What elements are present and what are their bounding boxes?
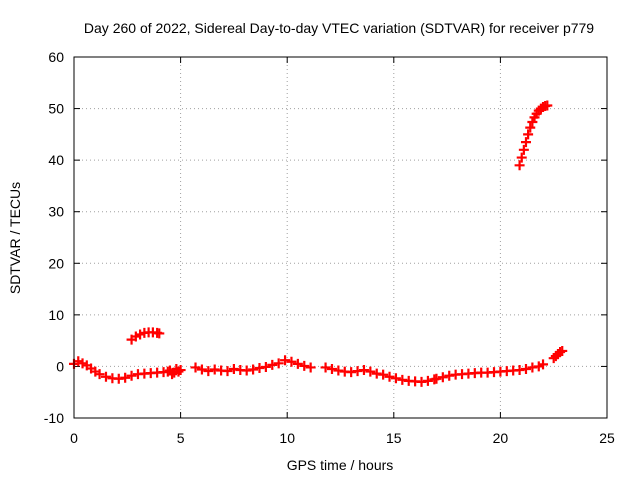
- data-point: [292, 358, 303, 369]
- data-point: [431, 373, 442, 384]
- plot-frame: [73, 56, 608, 419]
- chart-title: Day 260 of 2022, Sidereal Day-to-day VTE…: [84, 20, 594, 36]
- data-point: [286, 356, 297, 367]
- data-point: [520, 137, 531, 148]
- data-point: [520, 364, 531, 375]
- data-point: [320, 362, 331, 373]
- grid: [74, 57, 607, 418]
- data-point: [516, 152, 527, 163]
- data-point: [94, 369, 105, 380]
- x-tick-label: 20: [493, 430, 509, 446]
- y-tick-label: -10: [44, 410, 64, 426]
- data-point: [390, 373, 401, 384]
- data-point: [299, 360, 310, 371]
- y-tick-label: 0: [56, 358, 64, 374]
- data-point: [273, 358, 284, 369]
- data-point: [384, 371, 395, 382]
- x-tick-label: 25: [599, 430, 615, 446]
- data-point: [120, 372, 131, 383]
- data-point: [154, 328, 165, 339]
- data-point: [305, 362, 316, 373]
- data-point: [365, 366, 376, 377]
- data-point: [190, 362, 201, 373]
- x-tick-label: 0: [70, 430, 78, 446]
- data-point: [260, 361, 271, 372]
- data-point: [514, 160, 525, 171]
- data-point: [280, 355, 291, 366]
- data-point: [175, 365, 186, 376]
- data-point: [527, 116, 538, 127]
- data-point: [557, 345, 568, 356]
- data-point: [196, 364, 207, 375]
- data-point: [248, 364, 259, 375]
- data-point: [523, 129, 534, 140]
- data-point: [422, 375, 433, 386]
- data-point: [378, 369, 389, 380]
- data-point: [358, 365, 369, 376]
- data-point: [267, 359, 278, 370]
- x-tick-label: 10: [279, 430, 295, 446]
- x-tick-labels: 0 5 10 15 20 25: [70, 430, 615, 446]
- y-tick-label: 20: [48, 255, 64, 271]
- data-points: [69, 100, 568, 387]
- data-point: [203, 366, 214, 377]
- y-axis-label: SDTVAR / TECUs: [7, 182, 23, 294]
- data-point: [326, 364, 337, 375]
- data-point: [437, 372, 448, 383]
- y-tick-label: 50: [48, 101, 64, 117]
- data-point: [126, 370, 137, 381]
- data-point: [100, 371, 111, 382]
- y-tick-label: 40: [48, 152, 64, 168]
- data-point: [222, 366, 233, 377]
- x-tick-label: 15: [386, 430, 402, 446]
- axis-ticks: [73, 56, 608, 419]
- y-tick-labels: -10 0 10 20 30 40 50 60: [44, 49, 64, 426]
- y-tick-label: 60: [48, 49, 64, 65]
- data-point: [525, 122, 536, 133]
- data-point: [167, 369, 178, 380]
- y-tick-label: 30: [48, 204, 64, 220]
- x-axis-label: GPS time / hours: [287, 457, 394, 473]
- data-point: [173, 366, 184, 377]
- y-tick-label: 10: [48, 307, 64, 323]
- data-point: [542, 100, 553, 111]
- data-point: [518, 144, 529, 155]
- x-tick-label: 5: [177, 430, 185, 446]
- data-point: [538, 359, 549, 370]
